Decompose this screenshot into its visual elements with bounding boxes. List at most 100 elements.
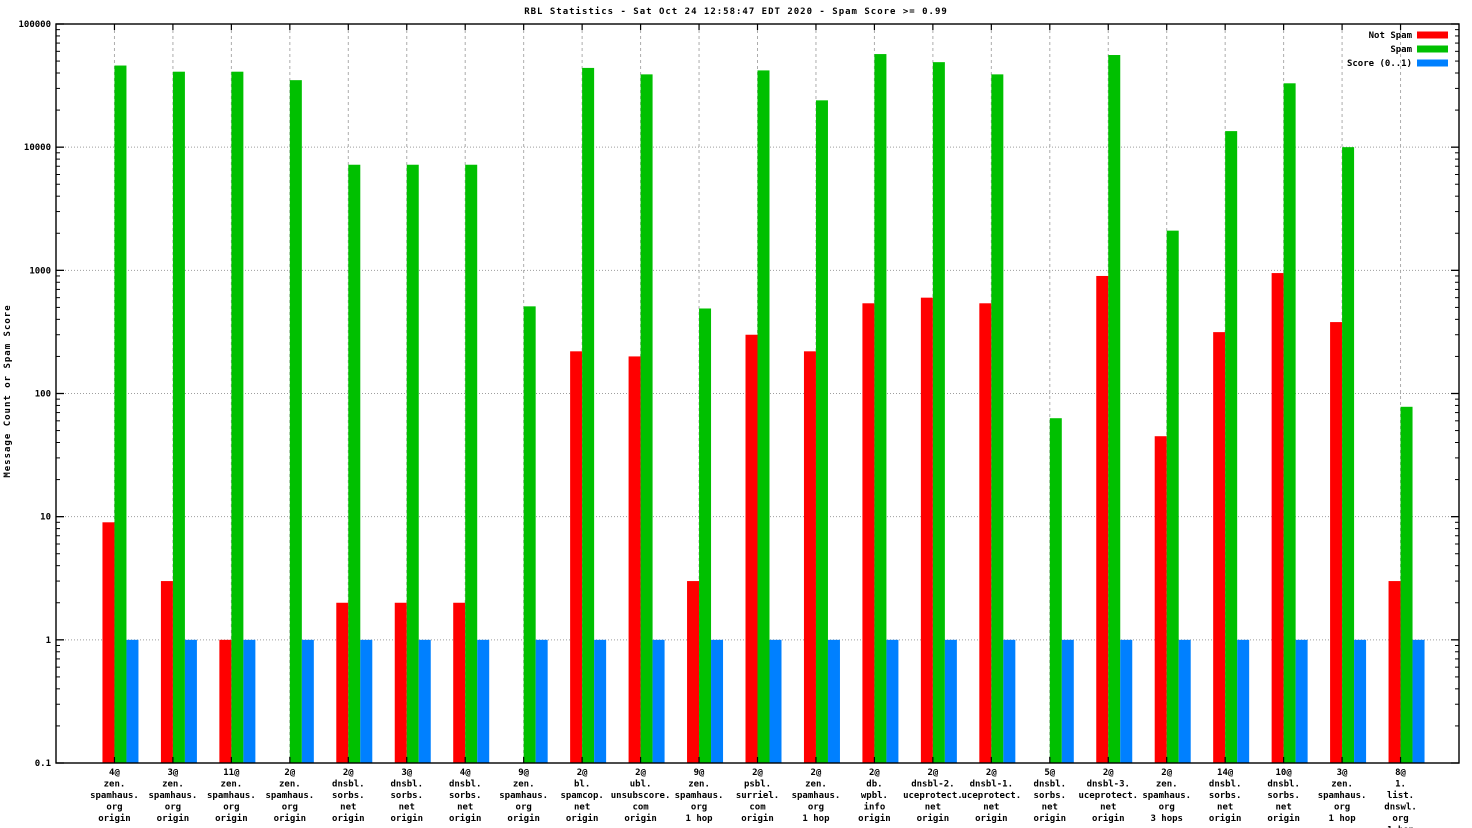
bar-score-g9 bbox=[594, 639, 607, 763]
bar-score-g1 bbox=[126, 639, 139, 763]
x-label-g8: 9@ zen. spamhaus. org origin bbox=[499, 768, 548, 824]
bar-spam-g10 bbox=[640, 74, 653, 764]
bar-not-spam-g3 bbox=[219, 639, 232, 763]
bar-score-g16 bbox=[1003, 639, 1016, 763]
bar-score-g4 bbox=[301, 639, 314, 763]
x-label-g19: 2@ zen. spamhaus. org 3 hops bbox=[1142, 768, 1191, 824]
bar-not-spam-g19 bbox=[1154, 436, 1167, 763]
bar-score-g2 bbox=[184, 639, 197, 763]
bar-spam-g21 bbox=[1283, 83, 1296, 763]
x-label-g21: 10@ dnsbl. sorbs. net origin bbox=[1267, 768, 1300, 824]
bar-not-spam-g7 bbox=[453, 602, 466, 763]
bar-score-g6 bbox=[418, 639, 431, 763]
x-label-g15: 2@ dnsbl-2. uceprotect. net origin bbox=[903, 768, 963, 824]
bar-score-g18 bbox=[1120, 639, 1133, 763]
bar-spam-g18 bbox=[1108, 55, 1121, 764]
bar-not-spam-g22 bbox=[1330, 322, 1343, 763]
bar-spam-g11 bbox=[699, 308, 712, 763]
bar-not-spam-g16 bbox=[979, 303, 992, 763]
bar-not-spam-g1 bbox=[102, 522, 115, 763]
bar-score-g20 bbox=[1237, 639, 1250, 763]
bar-not-spam-g20 bbox=[1213, 332, 1226, 763]
x-label-g6: 3@ dnsbl. sorbs. net origin bbox=[390, 768, 423, 824]
bar-not-spam-g11 bbox=[687, 581, 700, 763]
legend-label-score-0-1-: Score (0..1) bbox=[1347, 59, 1412, 69]
x-label-g4: 2@ zen. spamhaus. org origin bbox=[265, 768, 314, 824]
legend-label-spam: Spam bbox=[1390, 45, 1412, 55]
x-label-g5: 2@ dnsbl. sorbs. net origin bbox=[332, 768, 365, 824]
bar-spam-g12 bbox=[757, 70, 770, 763]
y-tick-label-0.1: 0.1 bbox=[35, 759, 51, 769]
bar-score-g17 bbox=[1061, 639, 1074, 763]
x-label-g18: 2@ dnsbl-3. uceprotect. net origin bbox=[1078, 768, 1138, 824]
bar-score-g14 bbox=[886, 639, 899, 763]
bar-spam-g23 bbox=[1400, 406, 1413, 763]
bar-spam-g16 bbox=[991, 74, 1004, 764]
bar-spam-g7 bbox=[465, 164, 478, 764]
bar-score-g5 bbox=[360, 639, 373, 763]
bar-not-spam-g18 bbox=[1096, 275, 1109, 763]
bar-spam-g9 bbox=[582, 67, 595, 764]
bar-spam-g15 bbox=[932, 62, 945, 763]
y-tick-label-1: 1 bbox=[46, 636, 51, 646]
bar-not-spam-g15 bbox=[920, 297, 933, 763]
bar-spam-g14 bbox=[874, 54, 887, 764]
bar-spam-g1 bbox=[114, 65, 127, 764]
x-label-g1: 4@ zen. spamhaus. org origin bbox=[90, 768, 139, 824]
bar-spam-g17 bbox=[1049, 418, 1062, 763]
bar-not-spam-g10 bbox=[628, 356, 641, 763]
y-axis-title: Message Count or Spam Score bbox=[3, 304, 13, 478]
bar-spam-g13 bbox=[815, 100, 828, 763]
x-label-g11: 9@ zen. spamhaus. org 1 hop bbox=[675, 768, 724, 824]
bar-spam-g3 bbox=[231, 71, 244, 763]
bar-score-g21 bbox=[1295, 639, 1308, 763]
bar-spam-g20 bbox=[1225, 131, 1238, 763]
y-tick-label-1000: 1000 bbox=[29, 266, 51, 276]
bar-score-g22 bbox=[1354, 639, 1367, 763]
y-tick-label-100: 100 bbox=[35, 390, 51, 400]
bar-score-g11 bbox=[711, 639, 724, 763]
bar-score-g13 bbox=[827, 639, 840, 763]
chart-title: RBL Statistics - Sat Oct 24 12:58:47 EDT… bbox=[524, 7, 948, 17]
x-label-g12: 2@ psbl. surriel. com origin bbox=[736, 768, 779, 824]
x-label-g7: 4@ dnsbl. sorbs. net origin bbox=[449, 768, 482, 824]
bar-score-g23 bbox=[1412, 639, 1425, 763]
x-label-g13: 2@ zen. spamhaus. org 1 hop bbox=[792, 768, 841, 824]
x-label-g17: 5@ dnsbl. sorbs. net origin bbox=[1034, 768, 1067, 824]
bar-not-spam-g5 bbox=[336, 602, 349, 763]
y-tick-label-10000: 10000 bbox=[24, 143, 51, 153]
bar-spam-g6 bbox=[406, 164, 419, 764]
bar-not-spam-g2 bbox=[160, 581, 173, 763]
x-label-g16: 2@ dnsbl-1. uceprotect. net origin bbox=[962, 768, 1022, 824]
bar-spam-g4 bbox=[289, 80, 302, 763]
bar-not-spam-g23 bbox=[1388, 581, 1401, 763]
x-label-g3: 11@ zen. spamhaus. org origin bbox=[207, 768, 256, 824]
bar-score-g3 bbox=[243, 639, 256, 763]
legend-swatch-bar-not-spam bbox=[1417, 31, 1448, 39]
x-label-g10: 2@ ubl. unsubscore. com origin bbox=[611, 768, 671, 824]
bar-spam-g5 bbox=[348, 164, 361, 764]
y-tick-label-10: 10 bbox=[40, 513, 51, 523]
legend-swatch-bar-score bbox=[1417, 59, 1448, 67]
bar-score-g19 bbox=[1178, 639, 1191, 763]
x-label-g9: 2@ bl. spamcop. net origin bbox=[560, 768, 603, 824]
bar-not-spam-g21 bbox=[1271, 273, 1284, 763]
bar-score-g7 bbox=[477, 639, 490, 763]
x-label-g2: 3@ zen. spamhaus. org origin bbox=[149, 768, 198, 824]
x-label-g22: 3@ zen. spamhaus. org 1 hop bbox=[1318, 768, 1367, 824]
legend-swatch-bar-spam bbox=[1417, 45, 1448, 53]
bar-not-spam-g6 bbox=[394, 602, 407, 763]
bar-score-g15 bbox=[944, 639, 957, 763]
bar-not-spam-g9 bbox=[570, 351, 583, 763]
x-label-g14: 2@ db. wpbl. info origin bbox=[858, 768, 891, 824]
bar-not-spam-g14 bbox=[862, 303, 875, 763]
bar-score-g8 bbox=[535, 639, 548, 763]
bar-not-spam-g12 bbox=[745, 334, 758, 763]
bar-not-spam-g13 bbox=[803, 351, 816, 763]
bar-score-g10 bbox=[652, 639, 665, 763]
bar-spam-g19 bbox=[1166, 230, 1179, 763]
bar-spam-g2 bbox=[172, 71, 185, 763]
